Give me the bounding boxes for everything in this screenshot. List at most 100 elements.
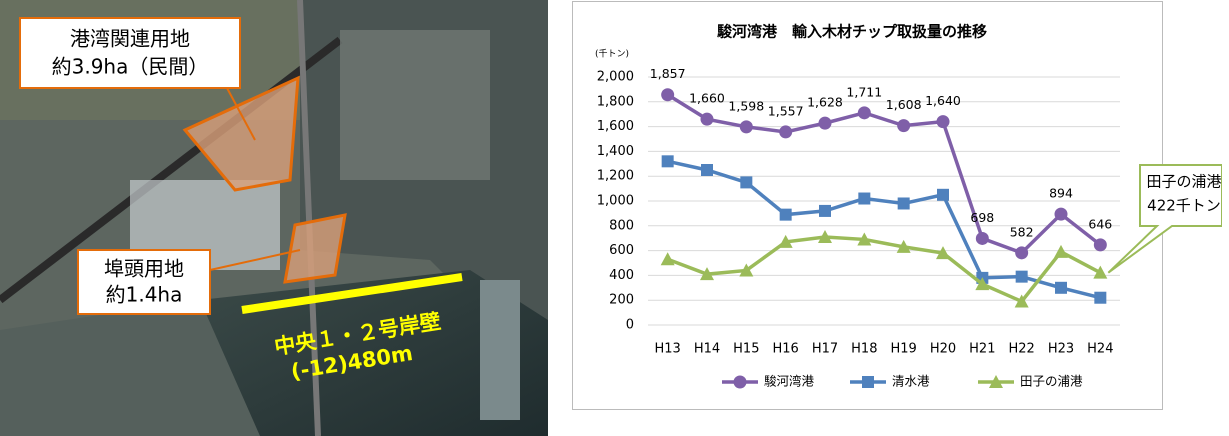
marker <box>1093 238 1107 252</box>
x-tick-label: H21 <box>969 342 995 357</box>
y-tick-label: 600 <box>609 243 634 258</box>
photo-area <box>0 300 260 436</box>
marker <box>779 125 793 139</box>
marker <box>819 204 831 217</box>
marker <box>989 375 1003 388</box>
photo-plant <box>340 30 490 180</box>
berth-line <box>241 273 463 314</box>
marker <box>937 188 949 201</box>
y-tick-label: 1,400 <box>597 144 634 159</box>
marker <box>700 112 714 126</box>
data-label: 1,711 <box>846 84 882 99</box>
x-tick-label: H17 <box>812 342 838 357</box>
marker <box>700 267 714 281</box>
x-tick-label: H13 <box>655 342 681 357</box>
marker <box>818 116 832 130</box>
series-line <box>667 159 1101 300</box>
y-tick-label: 1,200 <box>597 169 634 184</box>
callout <box>1107 164 1222 274</box>
data-label: 1,628 <box>807 95 843 110</box>
data-label: 1,608 <box>886 97 922 112</box>
y-tick-label: 200 <box>609 293 634 308</box>
photo-label: 約1.4ha <box>106 283 183 307</box>
data-label: 1,557 <box>768 103 804 118</box>
y-tick-label: 0 <box>626 318 634 333</box>
annotation: 田子の浦港 <box>1146 173 1221 191</box>
data-label: 646 <box>1088 216 1112 231</box>
marker <box>1054 207 1068 221</box>
label-box <box>19 17 241 89</box>
x-tick-label: H15 <box>733 342 759 357</box>
marker <box>661 155 674 168</box>
marker <box>858 192 871 205</box>
marker <box>1093 265 1108 279</box>
marker <box>1055 281 1067 294</box>
x-tick-label: H23 <box>1048 342 1074 357</box>
marker <box>857 232 872 246</box>
y-tick-label: 1,800 <box>597 94 634 109</box>
site-outline <box>182 75 300 192</box>
chart: 駿河湾港 輸入木材チップ取扱量の推移 (千トン) 0 200 400 600 800 1,… <box>572 1 1222 410</box>
legend-label: 駿河湾港 <box>764 374 815 389</box>
marker <box>857 106 871 120</box>
y-tick-label: 1,000 <box>597 194 634 209</box>
marker <box>896 239 911 253</box>
chart-title: 駿河湾港 輸入木材チップ取扱量の推移 <box>717 23 987 41</box>
data-label: 894 <box>1049 186 1073 201</box>
photo-pier <box>480 280 520 420</box>
annotation: 422千トン <box>1147 197 1221 215</box>
y-tick-label: 800 <box>609 218 634 233</box>
chart-frame <box>572 1 1163 410</box>
label-box <box>77 249 211 315</box>
data-label: 1,640 <box>925 93 961 108</box>
x-tick-label: H18 <box>851 342 877 357</box>
photo-label: 埠頭用地 <box>104 257 184 281</box>
marker <box>1014 294 1029 308</box>
x-tick-label: H24 <box>1087 342 1113 357</box>
marker <box>733 375 747 389</box>
photo-water <box>200 270 548 436</box>
photo-label: 港湾関連用地 <box>70 27 190 51</box>
marker <box>1094 291 1107 304</box>
marker <box>936 115 950 129</box>
marker <box>975 231 989 245</box>
marker <box>739 263 754 277</box>
photo-road <box>297 0 321 436</box>
x-tick-label: H22 <box>1009 342 1035 357</box>
series-line <box>667 235 1102 304</box>
marker <box>818 229 832 243</box>
x-tick-label: H16 <box>773 342 799 357</box>
data-label: 1,598 <box>728 98 764 113</box>
marker <box>862 376 874 388</box>
marker <box>897 119 911 133</box>
data-label: 582 <box>1010 224 1034 239</box>
x-tick-label: H19 <box>891 342 917 357</box>
marker <box>701 164 713 176</box>
marker <box>1015 270 1028 283</box>
marker <box>1015 246 1029 260</box>
x-tick-label: H14 <box>694 342 720 357</box>
data-label: 1,857 <box>650 66 686 81</box>
marker <box>1054 244 1068 258</box>
marker <box>779 208 792 221</box>
data-label: 1,660 <box>689 91 725 106</box>
series-line <box>666 93 1102 255</box>
x-tick-label: H20 <box>930 342 956 357</box>
marker <box>975 277 990 291</box>
y-tick-label: 400 <box>609 268 634 283</box>
marker <box>739 120 753 134</box>
marker <box>897 197 910 210</box>
photo-label: 約3.9ha（民間） <box>52 55 209 79</box>
legend-label: 清水港 <box>892 374 930 389</box>
y-unit: (千トン) <box>595 49 629 60</box>
data-label: 698 <box>970 210 994 225</box>
site-outline <box>283 213 347 284</box>
marker <box>661 88 675 102</box>
marker <box>778 234 793 248</box>
aerial-photo: 港湾関連用地 約3.9ha（民間） 埠頭用地 約1.4ha 中央１・２号岸壁 (… <box>0 0 548 436</box>
y-tick-label: 2,000 <box>597 70 634 85</box>
legend-label: 田子の浦港 <box>1020 374 1083 389</box>
marker <box>740 176 753 189</box>
marker <box>660 252 675 266</box>
